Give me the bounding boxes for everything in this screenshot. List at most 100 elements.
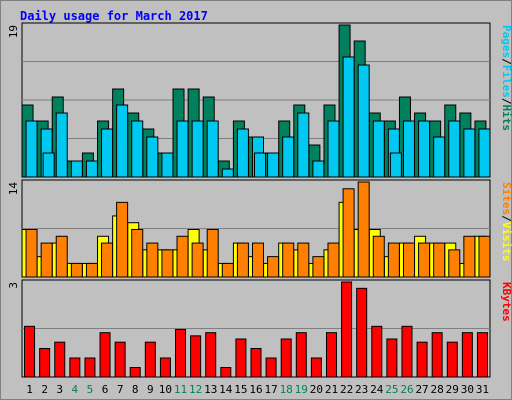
bar-sites-day-24 bbox=[372, 235, 385, 278]
legend-word-visits: Visits bbox=[500, 222, 512, 262]
bar-files-day-5 bbox=[85, 160, 98, 178]
bar-sites-day-11 bbox=[176, 235, 189, 278]
bar-files-day-26 bbox=[402, 120, 415, 178]
x-axis-labels: 1 2 3 4 5 6 7 8 9 10 11 12 13 14 15 16 17 18 19 20 21 22 23 24 2… bbox=[26, 383, 489, 396]
bar-kbytes-day-6 bbox=[99, 332, 111, 378]
bar-files-day-11 bbox=[176, 120, 189, 178]
x-tick-label-day-29: 29 bbox=[446, 383, 459, 396]
x-tick-label-day-2: 2 bbox=[41, 383, 48, 396]
bar-kbytes-day-17 bbox=[265, 357, 277, 378]
bar-files-day-8 bbox=[131, 120, 144, 178]
bar-sites-day-15 bbox=[236, 242, 249, 278]
x-tick-label-day-28: 28 bbox=[431, 383, 444, 396]
x-tick-label-day-12: 12 bbox=[189, 383, 202, 396]
x-tick-label-day-15: 15 bbox=[234, 383, 247, 396]
bar-kbytes-day-31 bbox=[476, 332, 488, 378]
x-tick-label-day-7: 7 bbox=[117, 383, 124, 396]
panel-top-axis-legend: Pages/Files/Hits bbox=[500, 25, 512, 131]
bar-files-day-13 bbox=[206, 120, 219, 178]
bar-kbytes-day-16 bbox=[250, 348, 262, 378]
bar-kbytes-day-18 bbox=[280, 338, 292, 378]
bar-files-day-18 bbox=[282, 136, 295, 178]
bar-kbytes-day-14 bbox=[220, 367, 232, 378]
bar-files-day-21 bbox=[327, 120, 340, 178]
x-tick-label-day-19: 19 bbox=[295, 383, 308, 396]
bar-files-day-6 bbox=[101, 128, 114, 178]
bar-kbytes-day-12 bbox=[190, 335, 202, 378]
bar-kbytes-day-8 bbox=[129, 367, 141, 378]
panel-bottom-ymax-label: 3 bbox=[7, 282, 20, 289]
bar-sites-day-28 bbox=[433, 242, 446, 278]
bar-files-day-9 bbox=[146, 136, 159, 178]
bar-sites-day-1 bbox=[25, 229, 38, 278]
bar-files-day-15 bbox=[236, 128, 249, 178]
x-tick-label-day-18: 18 bbox=[280, 383, 293, 396]
legend-separator: / bbox=[500, 58, 512, 65]
bar-files-day-17 bbox=[267, 152, 280, 178]
bar-kbytes-day-28 bbox=[431, 332, 443, 378]
bar-files-day-1 bbox=[25, 120, 38, 178]
bar-kbytes-day-10 bbox=[159, 357, 171, 378]
x-tick-label-day-31: 31 bbox=[476, 383, 489, 396]
bar-sites-day-6 bbox=[101, 242, 114, 278]
bar-sites-day-31 bbox=[478, 235, 491, 278]
bar-sites-day-16 bbox=[252, 242, 264, 278]
bar-sites-day-25 bbox=[387, 242, 400, 278]
legend-word-hits: Hits bbox=[500, 105, 512, 132]
bar-files-day-31 bbox=[478, 128, 491, 178]
bar-files-day-7 bbox=[116, 104, 129, 178]
bar-kbytes-day-4 bbox=[69, 357, 81, 378]
bar-sites-day-29 bbox=[448, 249, 461, 278]
x-tick-label-day-13: 13 bbox=[204, 383, 217, 396]
bar-kbytes-day-30 bbox=[461, 332, 473, 378]
bar-sites-day-13 bbox=[206, 229, 219, 278]
panel-middle-axis-legend: Sites/Visits bbox=[500, 182, 512, 262]
panel-bottom-axis-legend: KBytes bbox=[500, 282, 512, 322]
legend-word-sites: Sites bbox=[500, 182, 512, 215]
bar-files-day-19 bbox=[297, 112, 310, 178]
bar-pages-day-25 bbox=[389, 152, 402, 178]
x-tick-label-day-4: 4 bbox=[72, 383, 79, 396]
x-tick-label-day-16: 16 bbox=[249, 383, 262, 396]
bar-kbytes-day-3 bbox=[54, 341, 66, 378]
x-tick-label-day-17: 17 bbox=[264, 383, 277, 396]
bar-sites-day-20 bbox=[312, 256, 325, 278]
x-tick-label-day-22: 22 bbox=[340, 383, 353, 396]
bar-kbytes-day-26 bbox=[401, 325, 413, 378]
legend-word-kbytes: KBytes bbox=[500, 282, 512, 322]
bar-sites-day-21 bbox=[327, 242, 340, 278]
bar-files-day-23 bbox=[357, 64, 370, 178]
bar-kbytes-day-25 bbox=[386, 338, 398, 378]
bar-kbytes-day-7 bbox=[114, 341, 126, 378]
bar-sites-day-4 bbox=[70, 262, 83, 278]
bar-sites-day-5 bbox=[85, 262, 98, 278]
bar-files-day-10 bbox=[161, 152, 174, 178]
bar-pages-day-16 bbox=[254, 152, 266, 178]
x-tick-label-day-8: 8 bbox=[132, 383, 139, 396]
bar-kbytes-day-22 bbox=[341, 281, 353, 378]
bar-kbytes-day-9 bbox=[144, 341, 156, 378]
bar-files-day-30 bbox=[463, 128, 476, 178]
bar-files-day-28 bbox=[433, 136, 446, 178]
bar-sites-day-14 bbox=[221, 262, 234, 278]
bar-files-day-4 bbox=[70, 160, 83, 178]
bar-sites-day-18 bbox=[282, 242, 295, 278]
panel-top-ymax-label: 19 bbox=[7, 25, 20, 38]
bar-sites-day-17 bbox=[267, 256, 280, 278]
bar-sites-day-7 bbox=[116, 201, 129, 278]
x-tick-label-day-30: 30 bbox=[461, 383, 474, 396]
bar-pages-day-2 bbox=[42, 152, 55, 178]
legend-word-pages: Pages bbox=[500, 25, 512, 58]
bar-kbytes-day-11 bbox=[175, 329, 187, 378]
bar-sites-day-12 bbox=[191, 242, 204, 278]
x-tick-label-day-24: 24 bbox=[370, 383, 384, 396]
x-tick-label-day-23: 23 bbox=[355, 383, 368, 396]
chart-panels: 19 14 3 bbox=[7, 22, 491, 378]
bar-sites-day-10 bbox=[161, 249, 174, 278]
bar-kbytes-day-29 bbox=[446, 341, 458, 378]
bar-sites-day-3 bbox=[55, 235, 68, 278]
x-tick-label-day-21: 21 bbox=[325, 383, 338, 396]
bar-kbytes-day-2 bbox=[39, 348, 51, 378]
x-tick-label-day-9: 9 bbox=[147, 383, 154, 396]
